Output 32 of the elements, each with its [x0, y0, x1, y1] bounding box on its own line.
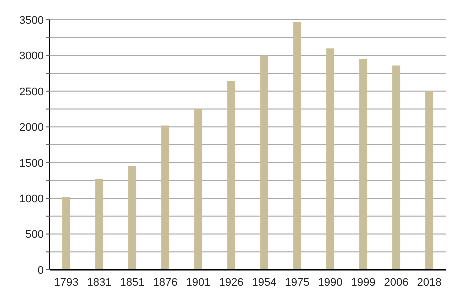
- x-tick-label: 1876: [153, 276, 178, 289]
- x-tick-label: 1990: [318, 276, 343, 289]
- bar: [326, 48, 335, 270]
- x-tick-label: 1831: [87, 276, 112, 289]
- x-tick-label: 1954: [252, 276, 277, 289]
- x-tick-label: 1851: [120, 276, 145, 289]
- x-tick-label: 1975: [285, 276, 310, 289]
- y-tick-label: 3000: [20, 50, 44, 63]
- bar: [128, 166, 137, 270]
- bar: [228, 81, 236, 270]
- y-tick-label: 0: [38, 264, 44, 277]
- bar: [162, 126, 170, 270]
- bar: [294, 22, 302, 270]
- y-tick-label: 500: [26, 229, 44, 242]
- x-tick-label: 1926: [219, 276, 244, 289]
- y-tick-label: 1000: [20, 193, 44, 206]
- bar: [194, 109, 203, 270]
- bar: [96, 179, 104, 270]
- bar: [360, 59, 368, 270]
- y-tick-label: 3500: [20, 14, 44, 27]
- bar: [426, 91, 434, 270]
- x-tick-label: 2018: [417, 276, 442, 289]
- x-tick-label: 1901: [186, 276, 211, 289]
- x-tick-label: 1999: [351, 276, 376, 289]
- x-tick-label: 1793: [54, 276, 79, 289]
- bar: [62, 197, 71, 270]
- bar: [260, 56, 269, 270]
- y-tick-label: 2500: [20, 86, 44, 98]
- y-tick-label: 1500: [20, 158, 44, 170]
- bar: [392, 66, 401, 270]
- x-tick-label: 2006: [384, 276, 409, 289]
- y-tick-label: 2000: [20, 122, 44, 134]
